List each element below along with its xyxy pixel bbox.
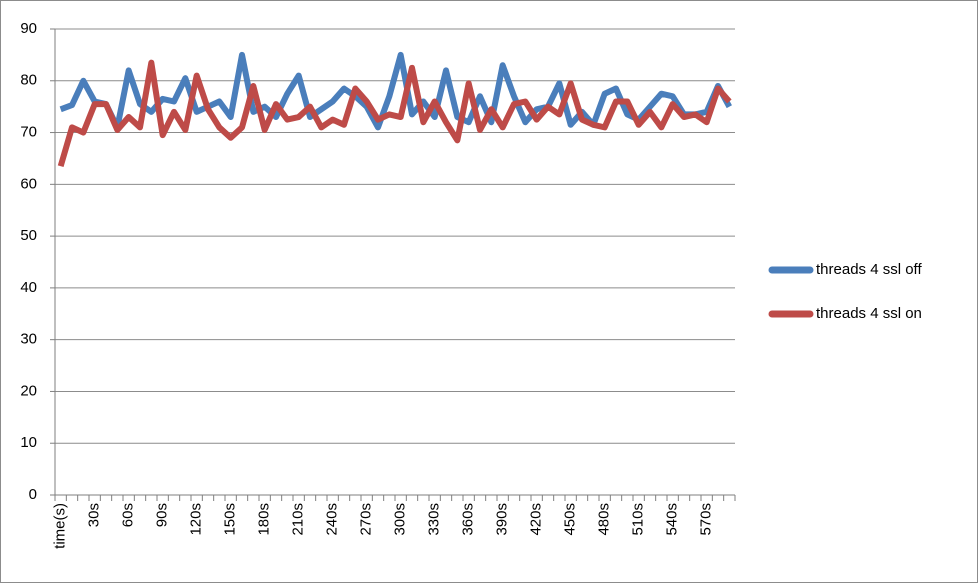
x-tick-label: 210s bbox=[290, 503, 307, 536]
legend-label: threads 4 ssl on bbox=[816, 305, 922, 322]
y-tick-label: 30 bbox=[20, 331, 37, 348]
x-tick-label: 90s bbox=[154, 503, 171, 527]
x-tick-label: time(s) bbox=[52, 503, 69, 549]
x-tick-label: 240s bbox=[324, 503, 341, 536]
y-tick-label: 10 bbox=[20, 434, 37, 451]
x-tick-label: 150s bbox=[222, 503, 239, 536]
x-tick-label: 300s bbox=[392, 503, 409, 536]
x-tick-label: 480s bbox=[596, 503, 613, 536]
legend-label: threads 4 ssl off bbox=[816, 261, 922, 278]
x-tick-label: 180s bbox=[256, 503, 273, 536]
x-tick-label: 60s bbox=[120, 503, 137, 527]
y-tick-label: 0 bbox=[29, 486, 37, 503]
x-tick-label: 360s bbox=[460, 503, 477, 536]
x-tick-label: 120s bbox=[188, 503, 205, 536]
y-tick-label: 20 bbox=[20, 382, 37, 399]
x-tick-label: 30s bbox=[86, 503, 103, 527]
x-tick-label: 510s bbox=[630, 503, 647, 536]
x-tick-label: 540s bbox=[664, 503, 681, 536]
x-tick-label: 270s bbox=[358, 503, 375, 536]
series-line bbox=[57, 59, 732, 168]
y-tick-label: 50 bbox=[20, 227, 37, 244]
y-tick-label: 40 bbox=[20, 279, 37, 296]
x-tick-label: 450s bbox=[562, 503, 579, 536]
x-tick-label: 570s bbox=[698, 503, 715, 536]
x-tick-label: 330s bbox=[426, 503, 443, 536]
y-tick-label: 80 bbox=[20, 72, 37, 89]
y-tick-label: 90 bbox=[20, 20, 37, 37]
y-tick-label: 70 bbox=[20, 124, 37, 141]
x-tick-label: 390s bbox=[494, 503, 511, 536]
series-line bbox=[59, 51, 732, 131]
x-tick-label: 420s bbox=[528, 503, 545, 536]
y-tick-label: 60 bbox=[20, 175, 37, 192]
